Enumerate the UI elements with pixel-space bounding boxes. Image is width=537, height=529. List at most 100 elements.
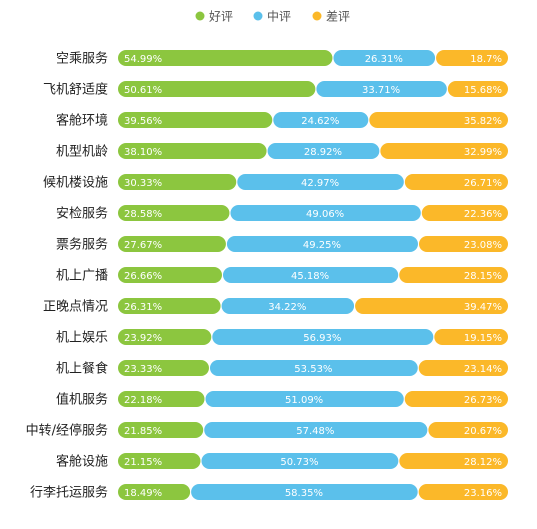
legend-swatch-1: [253, 11, 263, 21]
value-label-6-1: 49.25%: [303, 240, 341, 251]
value-label-13-0: 21.15%: [124, 457, 162, 468]
value-label-4-2: 26.71%: [464, 178, 502, 189]
legend-label-2: 差评: [326, 10, 350, 24]
value-label-12-1: 57.48%: [296, 426, 334, 437]
value-label-0-0: 54.99%: [124, 54, 162, 65]
value-label-3-2: 32.99%: [464, 147, 502, 158]
row-4: 候机楼设施 30.33% 42.97% 26.71%: [43, 174, 508, 191]
bar-segment-2-2: [369, 112, 508, 128]
bar-segment-14-2: [418, 484, 508, 500]
bar-segment-1-1: [316, 81, 447, 97]
bar-segment-8-0: [118, 298, 221, 314]
row-12: 中转/经停服务 21.85% 57.48% 20.67%: [26, 422, 508, 439]
bar-segment-4-0: [118, 174, 237, 190]
value-label-0-1: 26.31%: [365, 54, 403, 65]
legend-item-2: 差评: [312, 10, 350, 24]
bar-segment-2-1: [273, 112, 369, 128]
bar-segment-12-2: [428, 422, 508, 438]
category-label-6: 票务服务: [56, 237, 108, 253]
bar-segment-6-2: [418, 236, 508, 252]
value-label-9-0: 23.92%: [124, 333, 162, 344]
bar-segment-11-1: [205, 391, 404, 407]
bar-segment-3-0: [118, 143, 267, 159]
bar-segment-10-2: [418, 360, 508, 376]
bar-segment-10-1: [209, 360, 418, 376]
legend-swatch-0: [195, 11, 205, 21]
bar-segment-13-0: [118, 453, 201, 469]
category-label-5: 安检服务: [56, 206, 108, 222]
bar-segment-13-2: [399, 453, 508, 469]
legend-swatch-2: [312, 11, 322, 21]
category-label-0: 空乘服务: [56, 51, 108, 67]
category-label-14: 行李托运服务: [30, 485, 108, 501]
bar-segment-5-2: [421, 205, 508, 221]
value-label-11-2: 26.73%: [464, 395, 502, 406]
category-label-2: 客舱环境: [56, 113, 108, 129]
bar-segment-0-2: [436, 50, 508, 66]
value-label-2-1: 24.62%: [301, 116, 339, 127]
bar-segment-12-0: [118, 422, 204, 438]
value-label-6-0: 27.67%: [124, 240, 162, 251]
value-label-10-2: 23.14%: [464, 364, 502, 375]
value-label-7-0: 26.66%: [124, 271, 162, 282]
category-label-8: 正晚点情况: [43, 300, 108, 315]
row-5: 安检服务 28.58% 49.06% 22.36%: [56, 205, 508, 222]
category-label-1: 飞机舒适度: [43, 82, 108, 98]
category-label-3: 机型机龄: [56, 145, 108, 160]
legend-label-1: 中评: [267, 9, 291, 24]
bar-segment-3-1: [267, 143, 380, 159]
value-label-5-1: 49.06%: [306, 209, 344, 220]
category-label-9: 机上娱乐: [56, 331, 108, 346]
bar-segment-12-1: [204, 422, 428, 438]
value-label-1-1: 33.71%: [362, 85, 400, 96]
value-label-8-0: 26.31%: [124, 302, 162, 313]
value-label-12-2: 20.67%: [464, 426, 502, 437]
value-label-3-0: 38.10%: [124, 147, 162, 158]
bar-segment-6-0: [118, 236, 226, 252]
legend: 好评 中评 差评: [195, 9, 350, 24]
value-label-14-2: 23.16%: [464, 488, 502, 499]
bar-segment-0-1: [333, 50, 436, 66]
value-label-14-1: 58.35%: [285, 488, 323, 499]
value-label-5-0: 28.58%: [124, 209, 162, 220]
bar-segment-6-1: [226, 236, 418, 252]
value-label-14-0: 18.49%: [124, 488, 162, 499]
value-label-9-1: 56.93%: [303, 333, 341, 344]
value-label-3-1: 28.92%: [304, 147, 342, 158]
bar-segment-5-1: [230, 205, 421, 221]
category-label-12: 中转/经停服务: [26, 423, 108, 439]
value-label-10-0: 23.33%: [124, 364, 162, 375]
bar-segment-9-0: [118, 329, 212, 345]
category-label-4: 候机楼设施: [43, 176, 108, 191]
bar-segment-9-1: [212, 329, 434, 345]
legend-item-0: 好评: [195, 10, 233, 24]
row-13: 客舱设施 21.15% 50.73% 28.12%: [56, 453, 508, 470]
row-14: 行李托运服务 18.49% 58.35% 23.16%: [30, 484, 508, 501]
bar-segment-4-2: [404, 174, 508, 190]
bar-segment-1-0: [118, 81, 316, 97]
bar-segment-11-2: [404, 391, 508, 407]
value-label-10-1: 53.53%: [294, 364, 332, 375]
row-2: 客舱环境 39.56% 24.62% 35.82%: [56, 112, 508, 129]
value-label-4-1: 42.97%: [301, 178, 339, 189]
bar-segment-5-0: [118, 205, 230, 221]
bar-segment-0-0: [118, 50, 333, 66]
row-1: 飞机舒适度 50.61% 33.71% 15.68%: [43, 81, 508, 98]
value-label-0-2: 18.7%: [470, 54, 502, 65]
bar-segment-14-0: [118, 484, 191, 500]
bar-segment-8-1: [221, 298, 355, 314]
bar-segment-1-2: [447, 81, 508, 97]
value-label-1-2: 15.68%: [464, 85, 502, 96]
value-label-9-2: 19.15%: [464, 333, 502, 344]
row-11: 值机服务 22.18% 51.09% 26.73%: [56, 391, 508, 408]
bar-segment-7-0: [118, 267, 222, 283]
bar-segment-7-2: [399, 267, 508, 283]
value-label-12-0: 21.85%: [124, 426, 162, 437]
legend-label-0: 好评: [209, 10, 233, 24]
row-9: 机上娱乐 23.92% 56.93% 19.15%: [56, 329, 508, 346]
value-label-5-2: 22.36%: [464, 209, 502, 220]
category-label-11: 值机服务: [56, 392, 108, 408]
value-label-8-1: 34.22%: [268, 302, 306, 313]
bar-segment-7-1: [222, 267, 399, 283]
